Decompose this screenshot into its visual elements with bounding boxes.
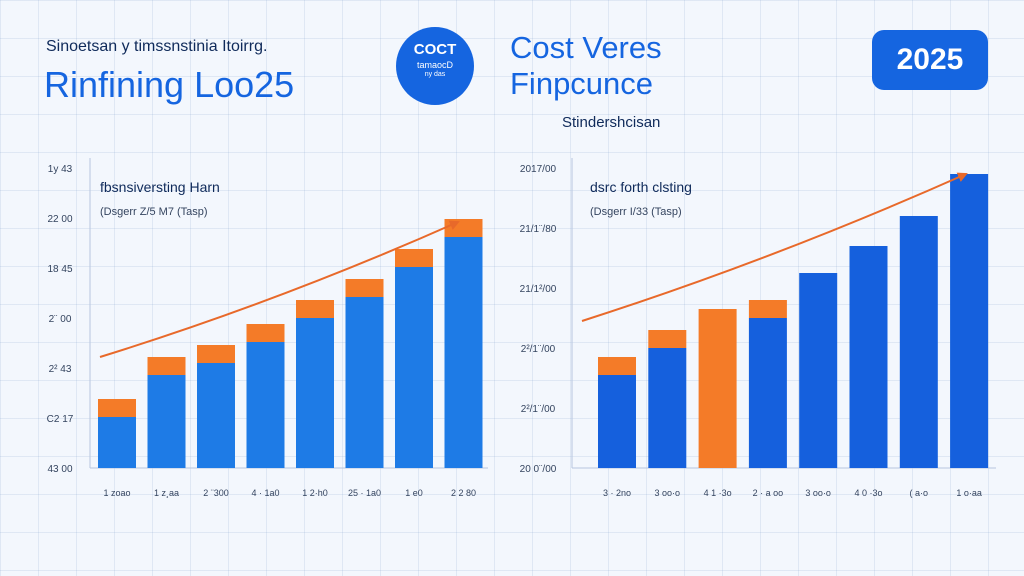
x-tick-label: 3 · 2no — [603, 488, 631, 498]
right-title-line2: Finpcunce — [510, 66, 654, 101]
x-tick-label: 2 2 80 — [451, 488, 476, 498]
right-title-line1: Cost Veres — [510, 30, 662, 65]
legend-title: fbsnsiversting Harn — [100, 179, 220, 195]
right-subtitle: Stindershcisan — [562, 114, 661, 131]
bar-orange — [598, 357, 636, 375]
bar-orange — [246, 324, 285, 342]
y-tick-label: 21/1¨/80 — [520, 224, 557, 235]
y-tick-label: 2017/00 — [520, 164, 557, 175]
y-tick-label: 1y 43 — [48, 164, 73, 175]
bar-blue — [648, 348, 687, 468]
badge-line3: ny das — [424, 71, 446, 78]
x-tick-label: 4 1 ·3o — [704, 488, 732, 498]
x-tick-label: 1 zoao — [103, 488, 130, 498]
y-tick-label: 22 00 — [47, 214, 72, 225]
cost-badge: COCT tamaocD ny das — [396, 27, 474, 105]
bar-blue — [197, 363, 235, 468]
x-tick-label: 1 2·h0 — [302, 488, 328, 498]
bar-orange — [698, 309, 737, 468]
trend-arrow — [581, 172, 968, 322]
bar-blue — [444, 237, 483, 468]
y-tick-label: 2²/1¨/00 — [521, 344, 556, 355]
legend-title: dsrc forth clsting — [590, 179, 692, 195]
x-tick-label: 1 o·aa — [956, 488, 982, 498]
x-tick-label: 3 oo·o — [655, 488, 681, 498]
bar-blue — [246, 342, 285, 468]
left-title: Rinfining Loo25 — [44, 64, 295, 105]
bar-blue — [799, 273, 838, 468]
badge-line2: tamaocD — [416, 60, 453, 70]
bar-orange — [296, 300, 334, 318]
x-tick-label: 3 oo·o — [805, 488, 831, 498]
legend-subtitle: (Dsgerr I/33 (Tasp) — [590, 206, 682, 218]
x-tick-label: 1 z¸aa — [154, 488, 179, 498]
x-tick-label: 1 e0 — [405, 488, 423, 498]
bar-blue — [147, 375, 186, 468]
y-tick-label: 2² 43 — [49, 364, 72, 375]
bar-blue — [345, 297, 384, 468]
x-tick-label: 2 ¨300 — [203, 488, 229, 498]
x-tick-label: 4 · 1a0 — [251, 488, 279, 498]
bar-orange — [147, 357, 186, 375]
bar-orange — [748, 300, 787, 318]
bar-blue — [395, 267, 433, 468]
y-tick-label: C2 17 — [47, 414, 74, 425]
bar-blue — [98, 417, 136, 468]
bar-blue — [296, 318, 334, 468]
y-tick-label: 20 0¨/00 — [520, 464, 557, 475]
x-tick-label: 4 0 ·3o — [854, 488, 882, 498]
bar-blue — [950, 174, 989, 468]
bar-orange — [197, 345, 235, 363]
bar-blue — [899, 216, 938, 468]
year-badge: 2025 — [872, 30, 988, 90]
bar-orange — [395, 249, 433, 267]
bar-orange — [345, 279, 384, 297]
y-tick-label: 2²/1¨/00 — [521, 404, 556, 415]
bar-blue — [849, 246, 888, 468]
x-tick-label: 2 · a oo — [753, 488, 784, 498]
bar-orange — [98, 399, 136, 417]
left-subtitle: Sinoetsan y timssnstinia Itoirrg. — [46, 38, 268, 55]
y-tick-label: 43 00 — [47, 464, 72, 475]
x-tick-label: 25 · 1a0 — [348, 488, 381, 498]
legend-subtitle: (Dsgerr Z/5 M7 (Tasp) — [100, 206, 208, 218]
trend-arrow — [99, 220, 460, 358]
right-title: Cost Veres Finpcunce — [510, 30, 662, 102]
y-tick-label: 21/1²/00 — [520, 284, 557, 295]
y-tick-label: 2¨ 00 — [49, 314, 72, 325]
badge-line1: COCT — [413, 41, 457, 58]
x-tick-label: ( a·o — [910, 488, 929, 498]
bar-orange — [444, 219, 483, 237]
y-tick-label: 18 45 — [47, 264, 72, 275]
bar-orange — [648, 330, 687, 348]
bar-blue — [748, 318, 787, 468]
bar-blue — [598, 375, 636, 468]
